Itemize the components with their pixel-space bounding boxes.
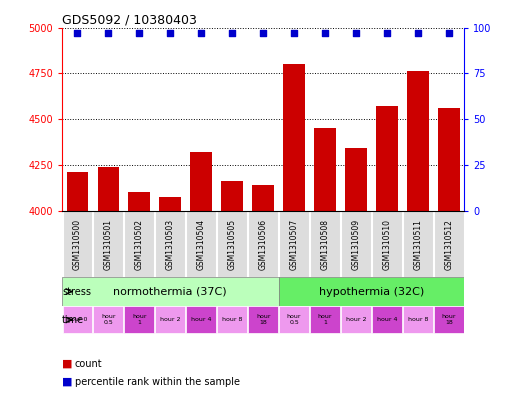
- Text: GSM1310504: GSM1310504: [197, 219, 206, 270]
- Bar: [345, 149, 367, 211]
- Text: hour
1: hour 1: [318, 314, 332, 325]
- FancyBboxPatch shape: [124, 211, 154, 277]
- Text: hour
0.5: hour 0.5: [287, 314, 301, 325]
- FancyBboxPatch shape: [62, 277, 279, 306]
- FancyBboxPatch shape: [279, 211, 309, 277]
- Bar: [67, 172, 88, 211]
- Point: [352, 30, 360, 36]
- FancyBboxPatch shape: [155, 211, 185, 277]
- Point: [166, 30, 174, 36]
- Text: hour 4: hour 4: [377, 318, 397, 322]
- Text: GSM1310505: GSM1310505: [228, 219, 237, 270]
- Bar: [190, 152, 212, 211]
- Text: GSM1310508: GSM1310508: [320, 219, 330, 270]
- Text: hypothermia (32C): hypothermia (32C): [319, 286, 424, 297]
- Bar: [407, 72, 429, 211]
- Point: [290, 30, 298, 36]
- FancyBboxPatch shape: [403, 211, 433, 277]
- Text: hour
18: hour 18: [442, 314, 456, 325]
- FancyBboxPatch shape: [155, 306, 185, 334]
- Text: hour
1: hour 1: [132, 314, 147, 325]
- FancyBboxPatch shape: [124, 306, 154, 334]
- Bar: [376, 107, 398, 211]
- Text: stress: stress: [62, 286, 91, 297]
- Bar: [221, 182, 243, 211]
- FancyBboxPatch shape: [248, 306, 278, 334]
- Point: [383, 30, 391, 36]
- Text: GSM1310511: GSM1310511: [413, 219, 423, 270]
- Text: GSM1310509: GSM1310509: [351, 219, 361, 270]
- Bar: [159, 197, 181, 211]
- Text: time: time: [62, 315, 84, 325]
- Text: GSM1310507: GSM1310507: [289, 219, 299, 270]
- FancyBboxPatch shape: [186, 306, 216, 334]
- FancyBboxPatch shape: [93, 306, 123, 334]
- Text: hour 0: hour 0: [67, 318, 88, 322]
- Text: hour 8: hour 8: [408, 318, 428, 322]
- Text: GSM1310506: GSM1310506: [259, 219, 268, 270]
- Text: hour 8: hour 8: [222, 318, 243, 322]
- FancyBboxPatch shape: [434, 306, 464, 334]
- Text: ■: ■: [62, 377, 72, 387]
- Bar: [283, 64, 305, 211]
- FancyBboxPatch shape: [248, 211, 278, 277]
- Point: [73, 30, 82, 36]
- Text: GSM1310501: GSM1310501: [104, 219, 113, 270]
- Point: [228, 30, 236, 36]
- Point: [445, 30, 453, 36]
- FancyBboxPatch shape: [217, 211, 247, 277]
- Bar: [98, 167, 119, 211]
- Text: GSM1310510: GSM1310510: [382, 219, 392, 270]
- Bar: [252, 185, 274, 211]
- FancyBboxPatch shape: [372, 306, 402, 334]
- FancyBboxPatch shape: [93, 211, 123, 277]
- Text: GSM1310503: GSM1310503: [166, 219, 175, 270]
- Point: [135, 30, 143, 36]
- Point: [197, 30, 205, 36]
- FancyBboxPatch shape: [310, 211, 340, 277]
- Text: hour
18: hour 18: [256, 314, 270, 325]
- Text: GSM1310502: GSM1310502: [135, 219, 144, 270]
- Point: [321, 30, 329, 36]
- FancyBboxPatch shape: [341, 306, 371, 334]
- FancyBboxPatch shape: [186, 211, 216, 277]
- FancyBboxPatch shape: [341, 211, 371, 277]
- FancyBboxPatch shape: [403, 306, 433, 334]
- FancyBboxPatch shape: [217, 306, 247, 334]
- Text: GSM1310500: GSM1310500: [73, 219, 82, 270]
- Point: [104, 30, 112, 36]
- Bar: [314, 128, 336, 211]
- Text: percentile rank within the sample: percentile rank within the sample: [75, 377, 240, 387]
- Text: GDS5092 / 10380403: GDS5092 / 10380403: [62, 13, 197, 26]
- Text: normothermia (37C): normothermia (37C): [114, 286, 227, 297]
- Point: [259, 30, 267, 36]
- Text: hour 2: hour 2: [346, 318, 366, 322]
- Text: ■: ■: [62, 358, 72, 369]
- FancyBboxPatch shape: [62, 306, 92, 334]
- Bar: [128, 193, 150, 211]
- FancyBboxPatch shape: [434, 211, 464, 277]
- Point: [414, 30, 422, 36]
- FancyBboxPatch shape: [279, 277, 464, 306]
- FancyBboxPatch shape: [62, 211, 92, 277]
- FancyBboxPatch shape: [279, 306, 309, 334]
- FancyBboxPatch shape: [310, 306, 340, 334]
- Bar: [438, 108, 460, 211]
- Text: hour 4: hour 4: [191, 318, 212, 322]
- FancyBboxPatch shape: [372, 211, 402, 277]
- Text: hour
0.5: hour 0.5: [101, 314, 116, 325]
- Text: GSM1310512: GSM1310512: [444, 219, 454, 270]
- Text: hour 2: hour 2: [160, 318, 181, 322]
- Text: count: count: [75, 358, 103, 369]
